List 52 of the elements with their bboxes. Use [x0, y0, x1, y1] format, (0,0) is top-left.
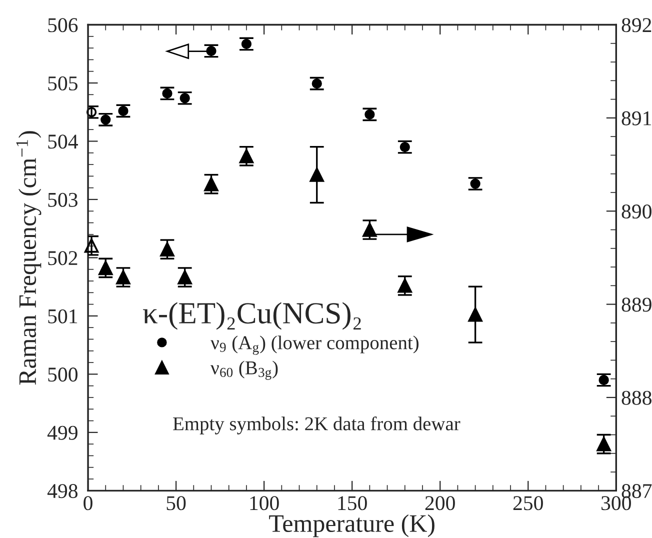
y2-tick-label: 889	[622, 298, 652, 312]
y2-tick-label: 892	[622, 18, 652, 32]
point	[180, 93, 190, 104]
point	[310, 168, 324, 182]
x-tick-label: 250	[513, 496, 543, 510]
x-tick-label: 50	[166, 496, 186, 510]
point	[400, 142, 410, 152]
point	[116, 270, 130, 284]
point	[160, 242, 174, 256]
point	[398, 278, 412, 293]
point	[204, 176, 218, 192]
point	[470, 178, 480, 189]
x-tick-label: 300	[602, 496, 631, 510]
point	[178, 270, 192, 284]
legend-title: κ-(ET)₂Cu(NCS)₂	[143, 302, 361, 330]
annotation: Empty symbols: 2K data from dewar	[173, 416, 460, 434]
point	[598, 374, 609, 386]
point	[98, 260, 113, 276]
y-axis-title: Raman Frequency (cm$^{−1}$)	[16, 131, 42, 385]
y-tick-label: 501	[48, 309, 78, 324]
x-tick-label: 150	[338, 496, 367, 510]
y2-tick-label: 888	[622, 390, 652, 405]
y-tick-label: 498	[47, 484, 78, 498]
point	[362, 222, 377, 237]
point	[162, 88, 172, 99]
y-tick-label: 506	[48, 18, 78, 32]
y2-tick-label: 891	[622, 111, 651, 126]
y-tick-label: 502	[48, 251, 78, 266]
y-tick-label: 499	[47, 426, 78, 440]
legend-label: ν$_{60}$ (B$_{3g}$)	[210, 360, 278, 380]
y-tick-label: 500	[48, 368, 78, 382]
x-tick-label: 200	[425, 496, 455, 510]
y-tick-label: 503	[48, 192, 78, 207]
legend-label: ν$_{9}$ (A$_{g}$) (lower component)	[210, 336, 418, 355]
y2-tick-label: 890	[622, 204, 652, 219]
x-tick-label: 0	[84, 496, 92, 510]
x-tick-label: 100	[250, 496, 279, 510]
point	[241, 38, 252, 50]
point	[596, 436, 611, 452]
point	[239, 148, 254, 164]
y2-tick-label: 887	[622, 484, 652, 498]
point	[364, 109, 375, 120]
y-tick-label: 505	[48, 76, 78, 90]
point	[84, 238, 99, 253]
point	[468, 307, 482, 322]
point	[206, 46, 216, 56]
y-tick-label: 504	[48, 134, 78, 149]
x-axis-title: Temperature (K)	[269, 514, 434, 538]
point	[118, 106, 128, 116]
point	[312, 78, 322, 89]
point	[100, 114, 111, 125]
point	[86, 107, 97, 118]
